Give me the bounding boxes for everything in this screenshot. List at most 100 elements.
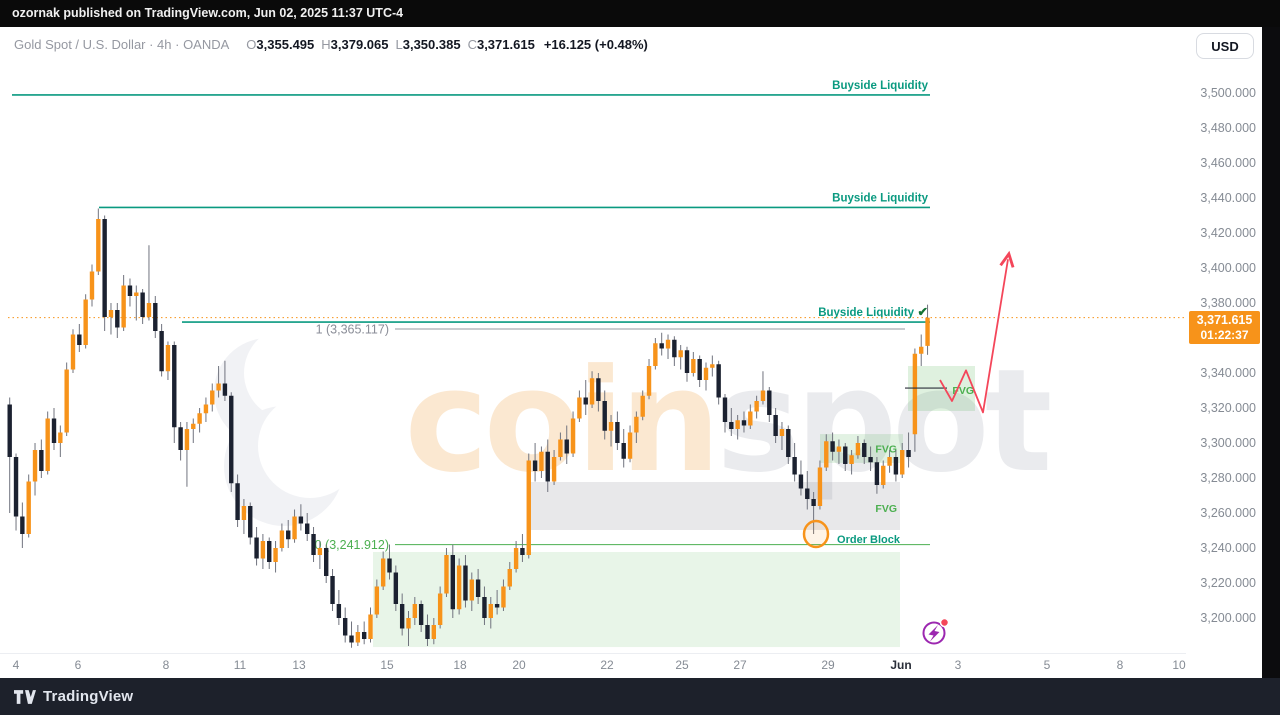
highlight-circle [802,519,830,549]
candle-up [513,548,519,569]
candle-up [70,334,76,370]
candle-up [355,632,361,643]
candle-up [735,420,740,429]
price-scale-label: 3,420.000 [1200,226,1256,240]
candle-down [602,401,607,431]
candle-down [494,604,500,608]
candle-up [912,353,918,435]
price-scale-label: 3,320.000 [1200,401,1256,415]
candle-down [330,576,335,604]
high-value: 3,379.065 [330,37,389,52]
candle-up [925,317,930,346]
candle-down [798,474,804,489]
candle-up [121,285,126,328]
open-label: O [246,37,257,52]
symbol-title[interactable]: Gold Spot / U.S. Dollar · 4h · OANDA [14,37,230,52]
candle-up [539,451,544,471]
bar-countdown: 01:22:37 [1200,328,1249,343]
candle-up [526,460,531,555]
candle-up [577,397,582,419]
low-label: L [395,37,403,52]
candle-up [855,443,861,456]
candle-up [646,366,652,396]
candle-down [248,506,253,538]
candle-down [77,334,82,345]
time-scale-label: 13 [292,658,306,672]
candle-up [900,450,905,475]
tradingview-logo-icon[interactable] [14,689,36,704]
candle-down [564,439,569,454]
candle-up [558,439,563,457]
price-scale-label: 3,440.000 [1200,191,1256,205]
candle-up [431,625,437,639]
notification-dot [939,617,950,628]
flash-icon [922,617,950,645]
buyside-liquidity-label: Buyside Liquidity ✔ [818,305,928,319]
buyside-liquidity-label: Buyside Liquidity [832,80,928,92]
candle-down [178,427,183,450]
candle-up [26,481,31,534]
candle-down [361,632,367,639]
time-axis[interactable]: 4 6 8 11 13 15 18 20 22 25 27 29 Jun 3 5 8 10 [0,653,1186,679]
candle-up [551,457,557,482]
candle-down [615,422,620,443]
candle-up [887,457,892,466]
time-scale-label: 3 [954,658,962,672]
candle-down [596,378,601,401]
candle-up [608,422,614,431]
candle-down [127,285,133,296]
projection-arrow [939,250,1015,414]
time-scale-label: 10 [1172,658,1186,672]
candle-down [729,422,734,429]
candle-down [805,488,810,499]
candle-down [786,429,791,457]
price-scale-label: 3,500.000 [1200,86,1256,100]
candle-up [710,364,715,368]
candle-up [634,416,639,433]
currency-usd-button[interactable]: USD [1196,33,1254,59]
candle-up [134,292,139,296]
candle-up [406,618,411,629]
candle-down [621,443,626,459]
candle-down [102,219,107,317]
price-scale-label: 3,280.000 [1200,471,1256,485]
candle-up [64,369,69,433]
candle-down [716,364,721,398]
price-scale-label: 3,220.000 [1200,576,1256,590]
candle-up [210,390,215,405]
candle-up [437,593,443,625]
candle-down [545,451,550,482]
right-frame [1262,0,1280,715]
candle-up [570,418,576,454]
footer-bar: TradingView [0,678,1280,715]
time-scale-label: 20 [512,658,526,672]
candle-down [305,523,310,534]
candle-down [298,516,304,524]
close-label: C [467,37,477,52]
candle-down [311,534,316,555]
candle-down [684,350,690,373]
candle-up [779,429,785,436]
candle-up [678,350,683,358]
candle-up [640,395,645,417]
time-scale-label: 25 [675,658,689,672]
open-value: 3,355.495 [256,37,315,52]
candle-up [197,413,202,424]
candle-up [292,516,297,540]
candle-down [286,530,291,540]
current-price-badge: 3,371.615 01:22:37 [1189,311,1260,345]
candle-down [520,548,525,555]
tradingview-brand[interactable]: TradingView [43,688,134,705]
candle-down [482,597,487,618]
candle-up [89,271,95,300]
candle-up [824,441,829,468]
candle-down [267,541,272,562]
candle-down [254,537,259,559]
candle-down [830,441,835,452]
price-scale-label: 3,300.000 [1200,436,1256,450]
candle-up [83,299,88,345]
price-scale-label: 3,460.000 [1200,156,1256,170]
price-axis[interactable]: 3,371.615 01:22:37 3,500.000 3,480.000 3,4… [1186,27,1262,654]
